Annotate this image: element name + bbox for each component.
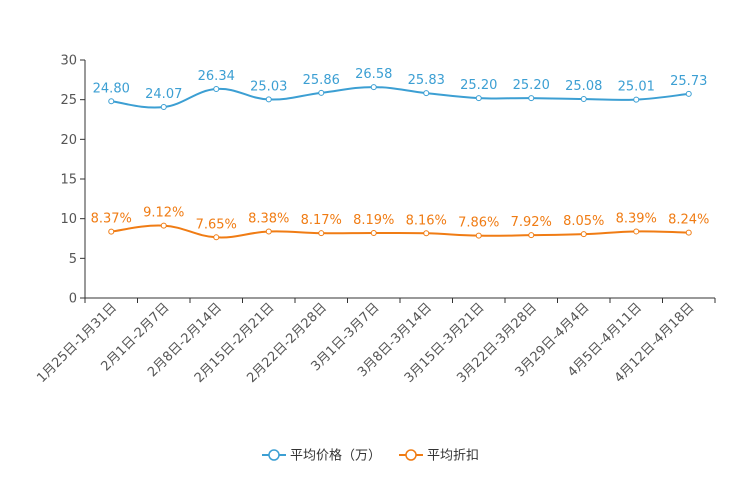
data-label: 9.12% <box>143 206 184 221</box>
legend-label: 平均折扣 <box>427 449 479 464</box>
y-tick-label: 5 <box>69 252 77 267</box>
data-label: 25.03 <box>250 79 287 94</box>
y-tick-label: 25 <box>60 93 77 108</box>
data-point[interactable] <box>475 95 482 102</box>
data-label: 8.24% <box>668 213 709 228</box>
data-label: 7.92% <box>511 215 552 230</box>
data-label: 25.83 <box>408 73 445 88</box>
data-point[interactable] <box>580 231 587 238</box>
data-point[interactable] <box>265 96 272 103</box>
series-line-1 <box>111 86 689 109</box>
data-label: 8.19% <box>353 213 394 228</box>
y-tick-label: 15 <box>60 173 77 188</box>
data-point[interactable] <box>318 89 325 96</box>
data-label: 25.86 <box>303 73 340 88</box>
data-label: 25.08 <box>565 79 602 94</box>
y-tick-label: 20 <box>60 133 77 148</box>
data-label: 8.17% <box>301 213 342 228</box>
data-point[interactable] <box>318 230 325 237</box>
data-point[interactable] <box>633 96 640 103</box>
legend-circle-icon <box>268 449 280 461</box>
data-label: 7.65% <box>196 217 237 232</box>
data-point[interactable] <box>580 96 587 103</box>
legend-circle-icon <box>405 449 417 461</box>
legend-item-1[interactable]: 平均价格（万） <box>262 448 381 464</box>
y-tick-label: 10 <box>60 212 77 227</box>
data-label: 25.20 <box>460 78 497 93</box>
data-label: 24.07 <box>145 87 182 102</box>
data-label: 26.34 <box>198 69 235 84</box>
data-point[interactable] <box>528 95 535 102</box>
legend-label: 平均价格（万） <box>290 448 381 464</box>
data-label: 24.80 <box>93 81 130 96</box>
data-point[interactable] <box>685 90 692 97</box>
data-label: 26.58 <box>355 67 392 82</box>
data-point[interactable] <box>213 86 220 93</box>
legend[interactable]: 平均价格（万） 平均折扣 <box>262 448 479 464</box>
data-point[interactable] <box>633 228 640 235</box>
series-layer <box>108 84 692 241</box>
data-label: 8.37% <box>91 212 132 227</box>
data-point[interactable] <box>265 228 272 235</box>
series-line-2 <box>111 224 689 239</box>
data-point[interactable] <box>108 228 115 235</box>
y-tick-label: 30 <box>60 54 77 69</box>
data-point[interactable] <box>160 222 167 229</box>
data-point[interactable] <box>370 230 377 237</box>
data-point[interactable] <box>108 98 115 105</box>
data-label: 8.16% <box>406 213 447 228</box>
legend-item-2[interactable]: 平均折扣 <box>399 449 479 464</box>
data-point[interactable] <box>423 230 430 237</box>
data-point[interactable] <box>528 232 535 239</box>
data-point[interactable] <box>475 232 482 239</box>
data-label: 25.01 <box>618 80 655 95</box>
data-point[interactable] <box>160 104 167 111</box>
data-labels: 24.80 24.07 26.34 25.03 25.86 26.58 25.83 25.20… <box>91 67 710 232</box>
data-label: 8.05% <box>563 214 604 229</box>
data-point[interactable] <box>370 84 377 91</box>
y-tick-label: 0 <box>69 292 77 307</box>
data-point[interactable] <box>685 229 692 236</box>
data-label: 8.39% <box>616 211 657 226</box>
data-label: 25.73 <box>670 74 707 89</box>
data-point[interactable] <box>213 234 220 241</box>
data-label: 25.20 <box>513 78 550 93</box>
data-label: 8.38% <box>248 212 289 227</box>
data-point[interactable] <box>423 90 430 97</box>
data-label: 7.86% <box>458 216 499 231</box>
